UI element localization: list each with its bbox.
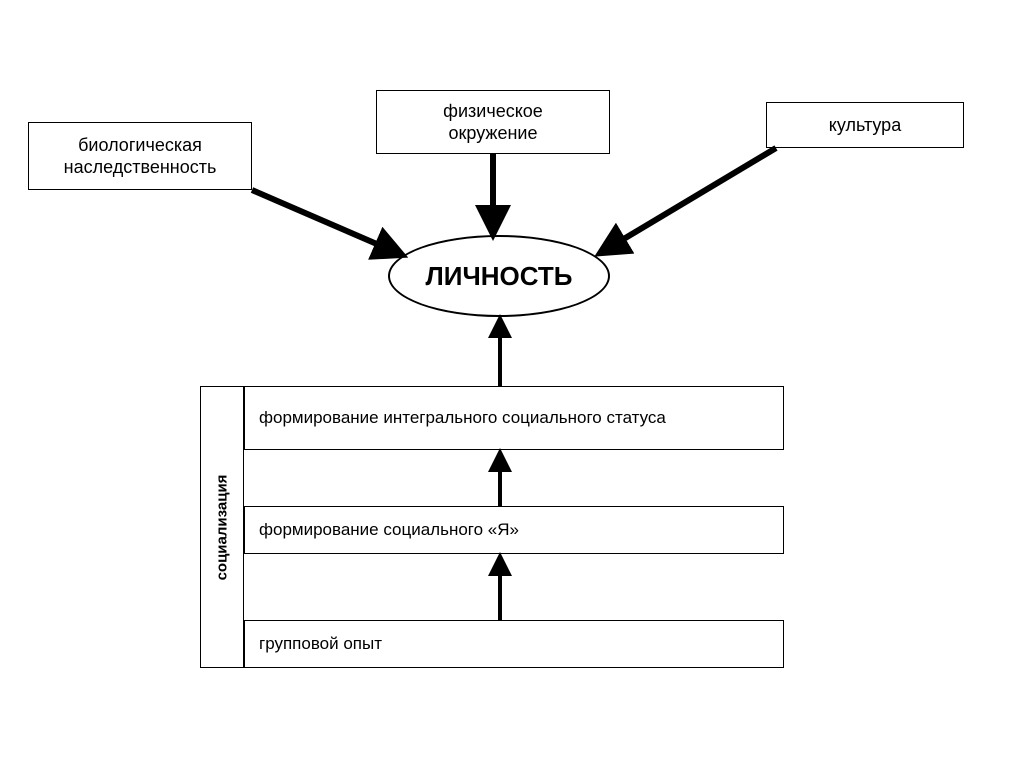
factor-label-biology: биологическаянаследственность [64,134,217,179]
arrow-bio [252,190,400,254]
factor-box-culture: культура [766,102,964,148]
diagram-canvas: биологическаянаследственность физическое… [0,0,1024,767]
center-personality-label: ЛИЧНОСТЬ [426,261,573,292]
stage-label-self: формирование социального «Я» [259,520,519,540]
factor-box-biology: биологическаянаследственность [28,122,252,190]
factor-label-culture: культура [829,114,901,137]
stage-box-self: формирование социального «Я» [244,506,784,554]
factor-box-physical-env: физическоеокружение [376,90,610,154]
socialization-side-label: социализация [214,474,231,580]
socialization-side-label-box: социализация [200,386,244,668]
stage-box-status: формирование интегрального социального с… [244,386,784,450]
factor-label-physical-env: физическоеокружение [443,100,543,145]
center-personality-ellipse: ЛИЧНОСТЬ [388,235,610,317]
stage-label-status: формирование интегрального социального с… [259,408,666,428]
stage-label-group: групповой опыт [259,634,382,654]
stage-box-group: групповой опыт [244,620,784,668]
arrow-culture [602,148,776,252]
